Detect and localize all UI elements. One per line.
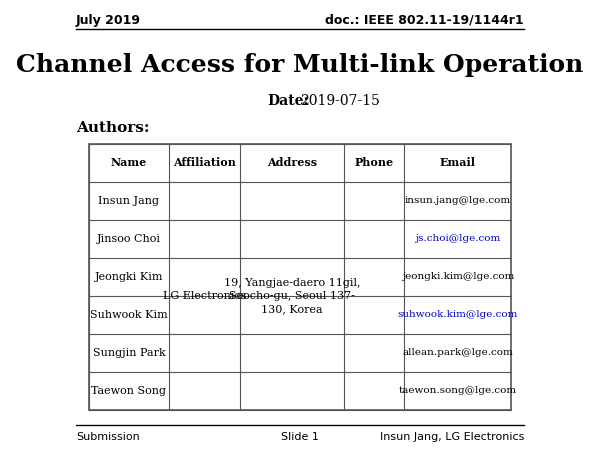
Text: Date:: Date:	[268, 94, 309, 108]
Text: LG Electronics: LG Electronics	[163, 291, 247, 301]
Text: insun.jang@lge.com: insun.jang@lge.com	[405, 196, 511, 205]
Text: js.choi@lge.com: js.choi@lge.com	[415, 234, 500, 243]
Text: Jinsoo Choi: Jinsoo Choi	[97, 234, 161, 244]
Text: Sungjin Park: Sungjin Park	[92, 347, 166, 358]
Text: Suhwook Kim: Suhwook Kim	[90, 310, 168, 320]
Text: jeongki.kim@lge.com: jeongki.kim@lge.com	[402, 272, 514, 281]
Text: Slide 1: Slide 1	[281, 432, 319, 441]
Text: Submission: Submission	[76, 432, 140, 441]
Text: Name: Name	[111, 158, 147, 168]
Text: taewon.song@lge.com: taewon.song@lge.com	[399, 386, 517, 395]
Text: Authors:: Authors:	[76, 121, 149, 135]
Text: Phone: Phone	[355, 158, 394, 168]
Text: allean.park@lge.com: allean.park@lge.com	[403, 348, 514, 357]
Text: 19, Yangjae-daero 11gil,
Seocho-gu, Seoul 137-
130, Korea: 19, Yangjae-daero 11gil, Seocho-gu, Seou…	[224, 278, 361, 314]
Text: Channel Access for Multi-link Operation: Channel Access for Multi-link Operation	[16, 53, 584, 77]
Text: Affiliation: Affiliation	[173, 158, 236, 168]
Text: Address: Address	[267, 158, 317, 168]
Text: doc.: IEEE 802.11-19/1144r1: doc.: IEEE 802.11-19/1144r1	[325, 14, 524, 27]
Text: Insun Jang, LG Electronics: Insun Jang, LG Electronics	[380, 432, 524, 441]
Text: Email: Email	[440, 158, 476, 168]
Text: July 2019: July 2019	[76, 14, 141, 27]
Text: 2019-07-15: 2019-07-15	[300, 94, 380, 108]
Bar	[89, 144, 511, 410]
Text: Insun Jang: Insun Jang	[98, 196, 160, 206]
Text: suhwook.kim@lge.com: suhwook.kim@lge.com	[398, 310, 518, 319]
Text: Jeongki Kim: Jeongki Kim	[95, 272, 163, 282]
Text: Taewon Song: Taewon Song	[91, 386, 166, 396]
